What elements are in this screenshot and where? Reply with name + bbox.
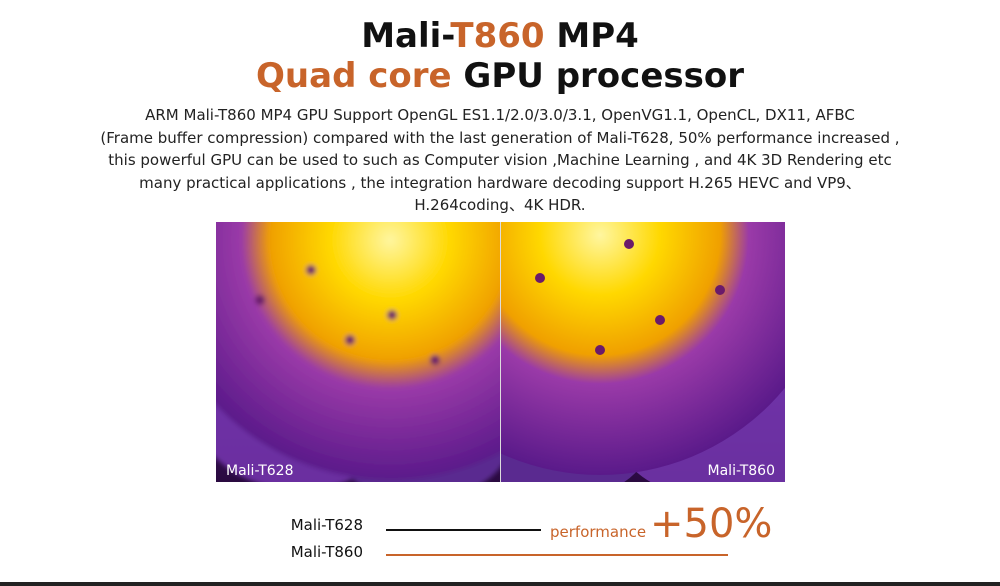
title-part: Quad core xyxy=(256,56,452,96)
desc-line: H.264coding、4K HDR. xyxy=(414,196,586,214)
image-label: Mali-T628 xyxy=(226,463,293,479)
row-label: Mali-T628 xyxy=(291,516,363,534)
image-label: Mali-T860 xyxy=(708,463,775,479)
desc-line: this powerful GPU can be used to such as… xyxy=(108,151,892,169)
caption: performance xyxy=(550,523,646,541)
desc-line: many practical applications , the integr… xyxy=(139,173,861,192)
row-label: Mali-T860 xyxy=(291,543,363,561)
bottom-border xyxy=(0,582,1000,586)
title-part: GPU processor xyxy=(451,56,744,96)
photo-right xyxy=(501,222,785,482)
desc-line: ARM Mali-T860 MP4 GPU Support OpenGL ES1… xyxy=(145,106,855,124)
photo-left xyxy=(216,222,500,482)
title-part: MP4 xyxy=(544,16,639,56)
title-part: Mali- xyxy=(361,16,451,56)
description: ARM Mali-T860 MP4 GPU Support OpenGL ES1… xyxy=(0,104,1000,217)
title-part: T860 xyxy=(450,16,545,56)
title: Mali-T860 MP4 xyxy=(0,16,1000,56)
desc-line: (Frame buffer compression) compared with… xyxy=(100,128,900,147)
gain: +50% xyxy=(650,501,772,547)
subtitle: Quad core GPU processor xyxy=(0,56,1000,96)
